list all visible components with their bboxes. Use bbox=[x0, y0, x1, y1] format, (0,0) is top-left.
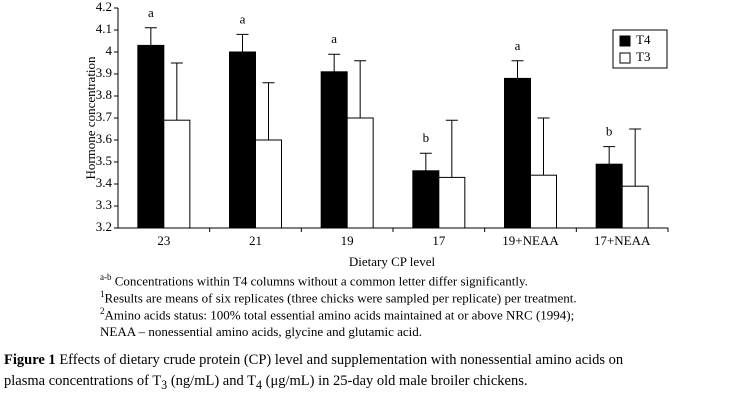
error-bar bbox=[537, 117, 550, 176]
chart: Hormone concentration Dietary CP level 3… bbox=[83, 0, 669, 269]
y-tick-label: 3.2 bbox=[96, 219, 112, 234]
error-bar bbox=[354, 60, 367, 118]
footnote-mark: 2 bbox=[100, 306, 105, 316]
y-tick-label: 4.1 bbox=[96, 21, 112, 36]
y-axis-title: Hormone concentration bbox=[83, 56, 98, 180]
footnote-mark: 1 bbox=[100, 289, 105, 299]
error-bar bbox=[419, 152, 432, 171]
caption-text: 3 bbox=[161, 377, 168, 392]
x-tick-label: 17+NEAA bbox=[594, 233, 651, 248]
footnote: 1Results are means of six replicates (th… bbox=[100, 289, 577, 306]
caption-text: plasma concentrations of T bbox=[4, 373, 162, 389]
footnote-mark: a-b bbox=[100, 272, 112, 282]
error-bar bbox=[170, 62, 183, 121]
caption-text: (ng/mL) and T bbox=[167, 373, 256, 389]
y-tick-label: 3.9 bbox=[96, 65, 112, 80]
bar bbox=[229, 51, 256, 229]
significance-letter: b bbox=[423, 130, 430, 145]
y-tick-label: 3.8 bbox=[96, 87, 112, 102]
caption-label: Figure 1 bbox=[4, 352, 56, 368]
bar bbox=[163, 119, 191, 229]
x-tick-label: 21 bbox=[249, 233, 262, 248]
significance-letter: b bbox=[606, 124, 613, 139]
significance-letter: a bbox=[240, 11, 246, 26]
footnote-text: Results are means of six replicates (thr… bbox=[104, 290, 577, 306]
y-tick-label: 3.3 bbox=[96, 197, 112, 212]
bar bbox=[504, 77, 531, 229]
significance-letter: a bbox=[515, 38, 521, 53]
caption-text: Effects of dietary crude protein (CP) le… bbox=[59, 352, 624, 368]
footnote-text: NEAA – nonessential amino acids, glycine… bbox=[100, 324, 423, 339]
legend-label: T3 bbox=[636, 49, 650, 64]
y-tick-label: 4 bbox=[106, 43, 113, 58]
caption: Figure 1 Effects of dietary crude protei… bbox=[4, 352, 623, 369]
legend-swatch bbox=[619, 52, 631, 64]
footnote: 2Amino acids status: 100% total essentia… bbox=[100, 306, 574, 323]
error-bar bbox=[236, 33, 249, 52]
caption: plasma concentrations of T3 (ng/mL) and … bbox=[4, 373, 527, 393]
bar bbox=[595, 163, 623, 229]
caption-text: (μg/mL) in 25-day old male broiler chick… bbox=[262, 373, 528, 389]
y-tick-label: 3.7 bbox=[96, 109, 113, 124]
bar bbox=[255, 139, 282, 229]
error-bar bbox=[262, 82, 275, 140]
significance-letter: a bbox=[148, 5, 154, 20]
bar bbox=[621, 185, 649, 229]
y-tick-label: 3.4 bbox=[96, 175, 113, 190]
x-tick-label: 23 bbox=[157, 233, 170, 248]
error-bar bbox=[328, 53, 341, 72]
legend-swatch bbox=[619, 35, 631, 47]
legend-label: T4 bbox=[636, 32, 651, 47]
footnote-text: Concentrations within T4 columns without… bbox=[114, 273, 528, 289]
error-bar bbox=[445, 119, 458, 178]
bar bbox=[530, 174, 557, 229]
bar bbox=[412, 170, 440, 229]
footnote: a-b Concentrations within T4 columns wit… bbox=[100, 272, 528, 289]
x-tick-label: 17 bbox=[432, 233, 446, 248]
error-bar bbox=[144, 27, 157, 46]
bar bbox=[346, 117, 374, 229]
x-tick-label: 19 bbox=[341, 233, 354, 248]
x-tick-label: 19+NEAA bbox=[502, 233, 559, 248]
error-bar bbox=[511, 60, 524, 79]
error-bar bbox=[603, 146, 616, 165]
x-axis-title: Dietary CP level bbox=[349, 254, 436, 269]
footnote-text: Amino acids status: 100% total essential… bbox=[104, 307, 575, 323]
y-tick-label: 3.6 bbox=[96, 131, 113, 146]
y-tick-label: 3.5 bbox=[96, 153, 112, 168]
bar bbox=[320, 71, 348, 229]
significance-letter: a bbox=[331, 31, 337, 46]
caption-text: 4 bbox=[255, 377, 262, 392]
bar bbox=[137, 44, 165, 229]
y-tick-label: 4.2 bbox=[96, 0, 112, 14]
bar bbox=[438, 176, 466, 229]
footnote: NEAA – nonessential amino acids, glycine… bbox=[100, 324, 422, 340]
error-bar bbox=[629, 128, 642, 187]
